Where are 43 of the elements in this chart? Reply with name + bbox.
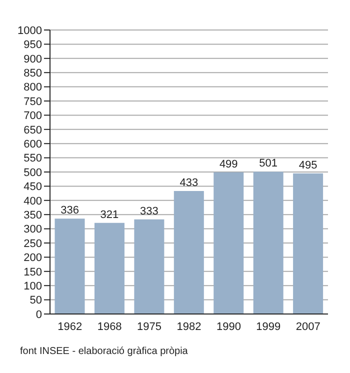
data-label: 321: [100, 208, 119, 221]
data-label: 501: [259, 158, 278, 170]
x-tick-label: 2007: [296, 320, 320, 333]
x-tick-label: 1990: [216, 320, 241, 333]
data-label: 499: [219, 158, 238, 170]
y-tick-label: 50: [30, 294, 42, 307]
y-tick-label: 550: [24, 152, 42, 165]
y-tick-label: 250: [24, 238, 42, 250]
bar: [174, 191, 204, 314]
bar: [94, 222, 124, 314]
y-tick-label: 500: [24, 166, 42, 179]
y-tick-label: 650: [24, 124, 42, 136]
y-tick-label: 0: [36, 308, 42, 321]
text: font INSEE - elaboració gràfica pròpia: [20, 346, 189, 357]
data-label: 336: [60, 204, 79, 217]
bar: [214, 172, 244, 314]
data-label: 333: [140, 205, 158, 218]
y-tick-label: 400: [24, 195, 42, 208]
x-tick-label: 1962: [58, 320, 82, 333]
y-tick-label: 850: [24, 68, 42, 80]
data-label: 433: [180, 177, 198, 190]
y-tick-label: 600: [24, 138, 42, 151]
y-tick-label: 300: [24, 224, 42, 236]
y-tick-label: 350: [24, 210, 42, 222]
y-tick-label: 100: [24, 280, 42, 293]
x-tick-label: 1968: [97, 320, 122, 333]
y-tick-label: 200: [24, 252, 42, 264]
x-tick-label: 1982: [176, 320, 202, 333]
y-tick-label: 800: [24, 82, 42, 94]
x-tick-label: 1999: [256, 320, 281, 333]
y-tick-label: 950: [24, 39, 42, 52]
y-tick-label: 1000: [18, 24, 42, 37]
y-tick-label: 900: [24, 53, 42, 66]
bar: [54, 218, 85, 314]
y-tick-label: 750: [24, 96, 42, 108]
y-tick-label: 150: [24, 266, 42, 278]
y-tick-label: 450: [24, 181, 42, 194]
bar: [253, 172, 284, 314]
x-tick-label: 1975: [137, 320, 162, 333]
data-label: 495: [298, 159, 318, 172]
bar: [134, 219, 164, 314]
bar: [293, 173, 324, 314]
y-tick-label: 700: [24, 110, 42, 122]
